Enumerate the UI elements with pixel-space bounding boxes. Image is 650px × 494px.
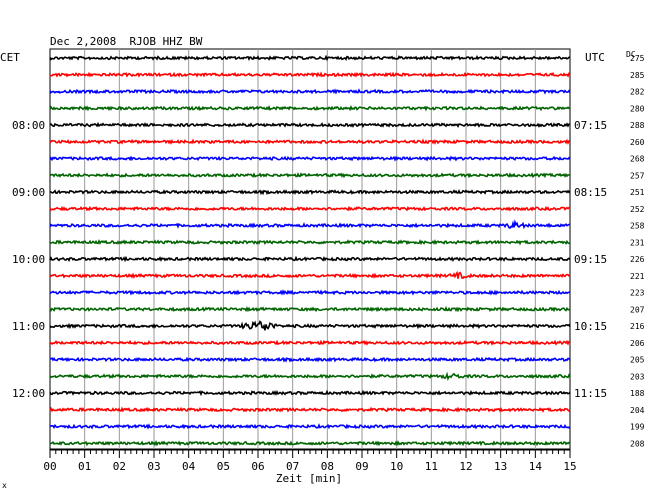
trace-dc-value: 268: [630, 155, 645, 164]
x-tick-label: 02: [113, 460, 126, 473]
x-tick-label: 08: [321, 460, 334, 473]
x-tick-label: 11: [425, 460, 438, 473]
trace-dc-value: 251: [630, 188, 645, 197]
trace-dc-value: 188: [630, 389, 645, 398]
left-hour-label: 12:00: [12, 387, 45, 400]
trace-dc-value: 206: [630, 339, 645, 348]
plot-frame: [49, 48, 571, 458]
seismic-trace: [49, 238, 571, 246]
trace-dc-value: 204: [630, 406, 645, 415]
seismic-trace: [49, 71, 571, 78]
seismic-trace: [49, 423, 571, 430]
right-hour-label: 10:15: [574, 320, 607, 333]
x-tick-label: 00: [43, 460, 56, 473]
trace-dc-value: 252: [630, 205, 645, 214]
x-tick-label: 07: [286, 460, 299, 473]
x-tick-label: 13: [494, 460, 507, 473]
seismic-traces: [49, 54, 571, 447]
right-timezone-label: UTC: [585, 51, 605, 64]
seismic-trace: [49, 172, 571, 179]
x-tick-label: 15: [563, 460, 576, 473]
trace-dc-value: 282: [630, 88, 645, 97]
trace-dc-value: 257: [630, 171, 645, 180]
seismic-trace: [49, 88, 571, 95]
trace-dc-value: 221: [630, 272, 645, 281]
minute-gridlines: [84, 49, 536, 449]
right-hour-label: 08:15: [574, 186, 607, 199]
trace-dc-value: 258: [630, 222, 645, 231]
trace-dc-value: 260: [630, 138, 645, 147]
seismic-trace: [49, 270, 571, 280]
x-tick-label: 10: [390, 460, 403, 473]
right-hour-label: 07:15: [574, 119, 607, 132]
right-hour-label: 09:15: [574, 253, 607, 266]
seismic-trace: [49, 121, 571, 129]
seismic-trace: [49, 371, 571, 382]
seismic-trace: [49, 356, 571, 363]
trace-dc-value: 199: [630, 423, 645, 432]
seismic-trace: [49, 138, 571, 145]
x-tick-label: 14: [529, 460, 543, 473]
right-hour-label: 11:15: [574, 387, 607, 400]
x-tick-label: 03: [147, 460, 160, 473]
trace-dc-value: 205: [630, 356, 645, 365]
seismic-trace: [49, 305, 571, 313]
axis-labels: Dec 2,2008 RJOB HHZ BW CET UTC DC Zeit […: [0, 35, 645, 490]
seismic-trace: [49, 155, 571, 162]
seismic-trace: [49, 255, 571, 263]
trace-dc-value: 208: [630, 439, 645, 448]
seismic-trace: [49, 320, 571, 331]
x-tick-label: 01: [78, 460, 91, 473]
left-timezone-label: CET: [0, 51, 20, 64]
x-axis-label: Zeit [min]: [276, 472, 342, 485]
seismic-trace: [49, 440, 571, 447]
trace-dc-value: 223: [630, 289, 645, 298]
x-tick-label: 04: [182, 460, 196, 473]
trace-dc-value: 280: [630, 104, 645, 113]
dc-header-label: DC: [626, 50, 636, 59]
trace-dc-value: 231: [630, 238, 645, 247]
trace-dc-value: 216: [630, 322, 645, 331]
trace-dc-value: 288: [630, 121, 645, 130]
trace-dc-value: 275: [630, 54, 645, 63]
seismic-trace: [49, 339, 571, 346]
seismic-trace: [49, 219, 571, 230]
seismic-trace: [49, 105, 571, 112]
left-hour-label: 09:00: [12, 186, 45, 199]
seismic-trace: [49, 54, 571, 62]
seismic-trace: [49, 189, 571, 196]
seismic-trace: [49, 205, 571, 212]
x-tick-label: 06: [251, 460, 264, 473]
trace-dc-value: 203: [630, 372, 645, 381]
trace-dc-value: 207: [630, 305, 645, 314]
x-tick-label: 12: [459, 460, 472, 473]
seismic-trace: [49, 289, 571, 296]
footer-mark: x: [2, 481, 7, 490]
left-hour-label: 08:00: [12, 119, 45, 132]
x-tick-label: 09: [355, 460, 368, 473]
seismic-trace: [49, 406, 571, 413]
x-tick-label: 05: [217, 460, 230, 473]
left-hour-label: 10:00: [12, 253, 45, 266]
left-hour-label: 11:00: [12, 320, 45, 333]
seismic-trace: [49, 389, 571, 397]
chart-title: Dec 2,2008 RJOB HHZ BW: [50, 35, 203, 48]
trace-dc-value: 285: [630, 71, 645, 80]
trace-dc-value: 226: [630, 255, 645, 264]
